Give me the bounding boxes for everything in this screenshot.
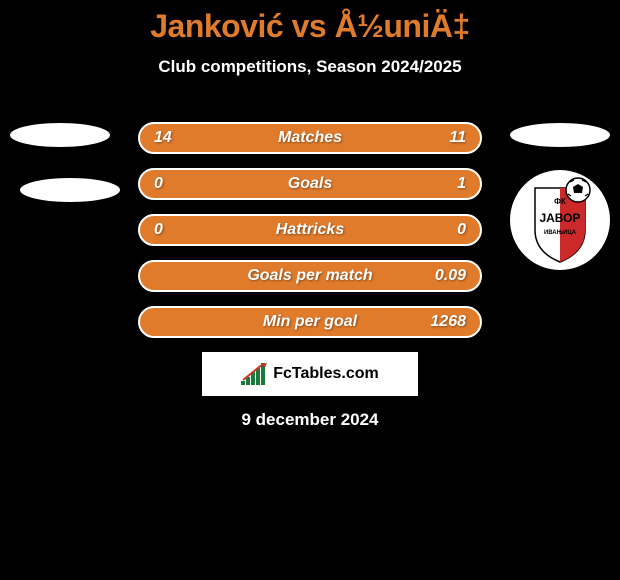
- fctables-credit: FcTables.com: [202, 352, 418, 396]
- stat-right-value: 1: [457, 175, 466, 193]
- player-avatar-left-1: [10, 123, 110, 147]
- svg-text:ФК: ФК: [554, 197, 566, 206]
- comparison-card: Janković vs Å½uniÄ‡ Club competitions, S…: [0, 0, 620, 580]
- stat-label: Min per goal: [140, 313, 480, 331]
- subtitle: Club competitions, Season 2024/2025: [0, 57, 620, 77]
- stat-right-value: 0: [457, 221, 466, 239]
- stat-label: Matches: [140, 129, 480, 147]
- stat-row: 14 Matches 11: [138, 122, 482, 154]
- stat-label: Goals: [140, 175, 480, 193]
- stat-row: 0 Hattricks 0: [138, 214, 482, 246]
- club-badge: ФК ЈАВОР ИВАЊИЦА: [510, 170, 610, 270]
- stat-row: Goals per match 0.09: [138, 260, 482, 292]
- fctables-text: FcTables.com: [273, 365, 379, 383]
- stat-row: Min per goal 1268: [138, 306, 482, 338]
- stat-label: Hattricks: [140, 221, 480, 239]
- stats-list: 14 Matches 11 0 Goals 1 0 Hattricks 0 Go…: [138, 122, 482, 352]
- fctables-logo-icon: [241, 363, 267, 385]
- stat-right-value: 1268: [430, 313, 466, 331]
- stat-right-value: 11: [449, 129, 466, 147]
- svg-text:ЈАВОР: ЈАВОР: [539, 211, 580, 225]
- stat-row: 0 Goals 1: [138, 168, 482, 200]
- player-avatar-right-1: [510, 123, 610, 147]
- stat-label: Goals per match: [140, 267, 480, 285]
- svg-text:ИВАЊИЦА: ИВАЊИЦА: [544, 230, 577, 236]
- player-avatar-left-2: [20, 178, 120, 202]
- stat-right-value: 0.09: [435, 267, 466, 285]
- page-title: Janković vs Å½uniÄ‡: [0, 0, 620, 45]
- date-line: 9 december 2024: [0, 410, 620, 430]
